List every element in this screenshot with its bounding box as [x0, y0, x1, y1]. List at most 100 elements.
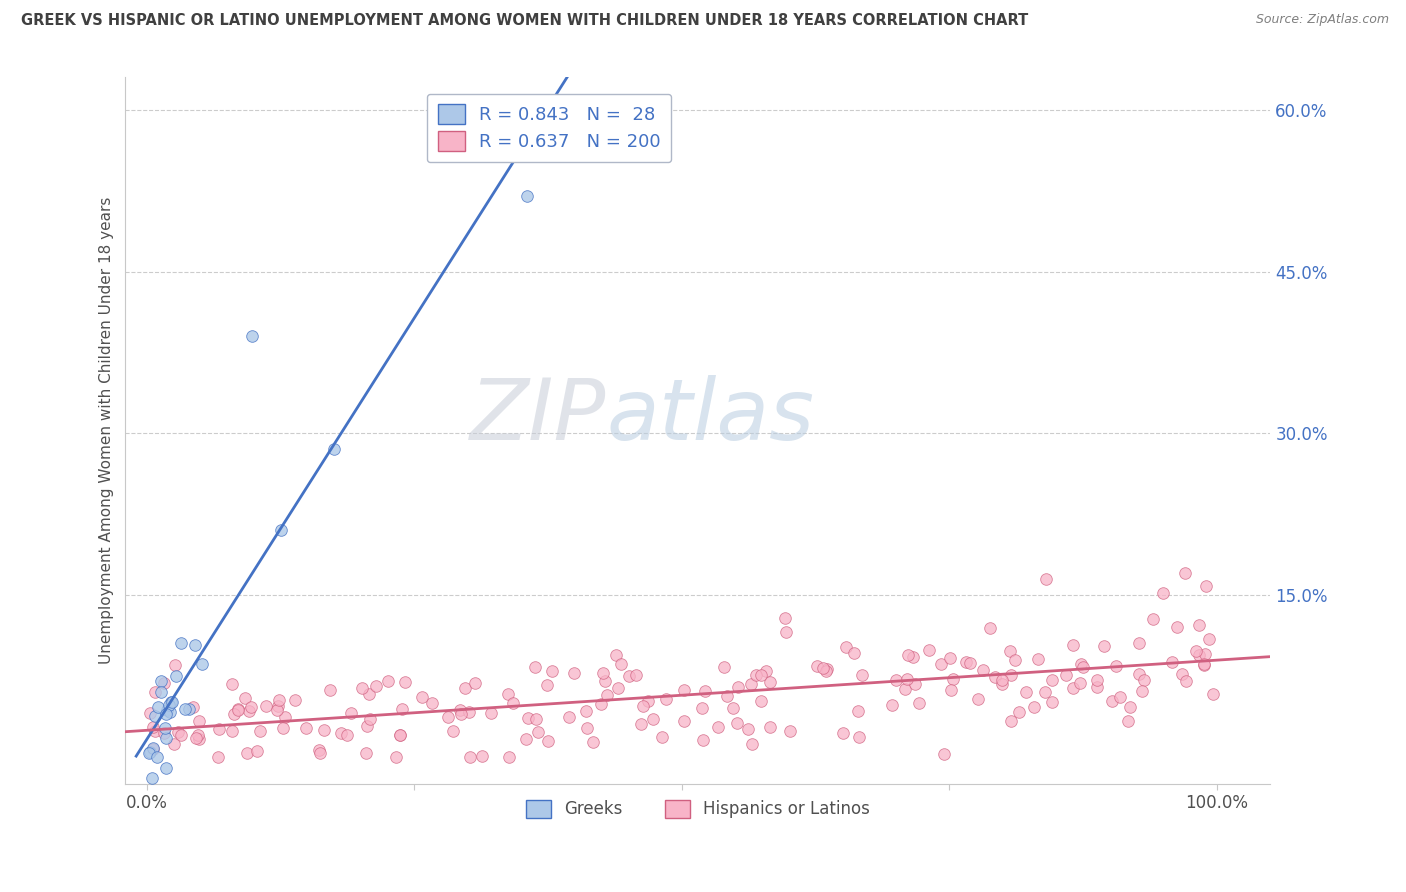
Point [939, 683, 962, 698]
Point [1040, 695, 1063, 709]
Point [721, 701, 744, 715]
Point [716, 689, 738, 703]
Point [309, 746, 332, 760]
Point [270, 524, 292, 538]
Point [713, 660, 735, 674]
Point [1035, 572, 1057, 586]
Point [235, 746, 257, 760]
Point [284, 693, 307, 707]
Point [740, 677, 762, 691]
Point [1022, 699, 1045, 714]
Point [779, 723, 801, 738]
Point [273, 710, 295, 724]
Point [967, 691, 990, 706]
Point [1174, 566, 1197, 581]
Point [741, 737, 763, 751]
Point [1198, 632, 1220, 647]
Point [1194, 647, 1216, 661]
Point [1109, 690, 1132, 705]
Point [1174, 674, 1197, 689]
Point [901, 650, 924, 665]
Point [990, 673, 1012, 687]
Point [1194, 658, 1216, 673]
Point [142, 742, 165, 756]
Point [630, 716, 652, 731]
Point [143, 709, 166, 723]
Point [143, 685, 166, 699]
Point [1101, 694, 1123, 708]
Point [364, 679, 387, 693]
Point [167, 725, 190, 739]
Point [464, 676, 486, 690]
Point [165, 669, 187, 683]
Point [939, 650, 962, 665]
Point [149, 673, 172, 688]
Point [1040, 673, 1063, 687]
Point [972, 663, 994, 677]
Point [1000, 714, 1022, 728]
Point [156, 703, 179, 717]
Point [607, 681, 630, 695]
Point [1033, 685, 1056, 699]
Point [1130, 684, 1153, 698]
Point [394, 674, 416, 689]
Point [457, 706, 479, 720]
Point [1062, 681, 1084, 695]
Point [221, 677, 243, 691]
Point [153, 675, 176, 690]
Point [744, 668, 766, 682]
Point [592, 666, 614, 681]
Point [536, 678, 558, 692]
Point [208, 723, 231, 737]
Legend: Greeks, Hispanics or Latinos: Greeks, Hispanics or Latinos [519, 793, 876, 825]
Point [422, 696, 444, 710]
Point [233, 691, 256, 706]
Point [295, 721, 318, 735]
Point [955, 655, 977, 669]
Point [139, 706, 162, 720]
Point [319, 683, 342, 698]
Point [155, 721, 177, 735]
Point [1202, 687, 1225, 701]
Point [1171, 666, 1194, 681]
Point [1133, 673, 1156, 687]
Point [596, 688, 619, 702]
Point [524, 712, 547, 726]
Point [179, 701, 201, 715]
Point [170, 728, 193, 742]
Point [737, 722, 759, 736]
Point [239, 700, 262, 714]
Point [354, 746, 377, 760]
Point [637, 694, 659, 708]
Point [471, 748, 494, 763]
Text: Source: ZipAtlas.com: Source: ZipAtlas.com [1256, 13, 1389, 27]
Point [323, 442, 346, 457]
Point [207, 749, 229, 764]
Point [391, 701, 413, 715]
Point [749, 694, 772, 708]
Point [458, 749, 481, 764]
Point [959, 656, 981, 670]
Point [269, 693, 291, 707]
Point [226, 702, 249, 716]
Point [690, 701, 713, 715]
Point [479, 706, 502, 720]
Y-axis label: Unemployment Among Women with Children Under 18 years: Unemployment Among Women with Children U… [100, 197, 114, 665]
Point [449, 703, 471, 717]
Point [673, 682, 696, 697]
Point [516, 710, 538, 724]
Point [610, 657, 633, 671]
Point [727, 681, 749, 695]
Point [1071, 660, 1094, 674]
Point [755, 664, 778, 678]
Point [1194, 657, 1216, 672]
Point [626, 667, 648, 681]
Point [443, 724, 465, 739]
Point [146, 750, 169, 764]
Text: GREEK VS HISPANIC OR LATINO UNEMPLOYMENT AMONG WOMEN WITH CHILDREN UNDER 18 YEAR: GREEK VS HISPANIC OR LATINO UNEMPLOYMENT… [21, 13, 1028, 29]
Point [527, 725, 550, 739]
Point [138, 746, 160, 760]
Point [498, 749, 520, 764]
Point [516, 189, 538, 203]
Point [1161, 655, 1184, 669]
